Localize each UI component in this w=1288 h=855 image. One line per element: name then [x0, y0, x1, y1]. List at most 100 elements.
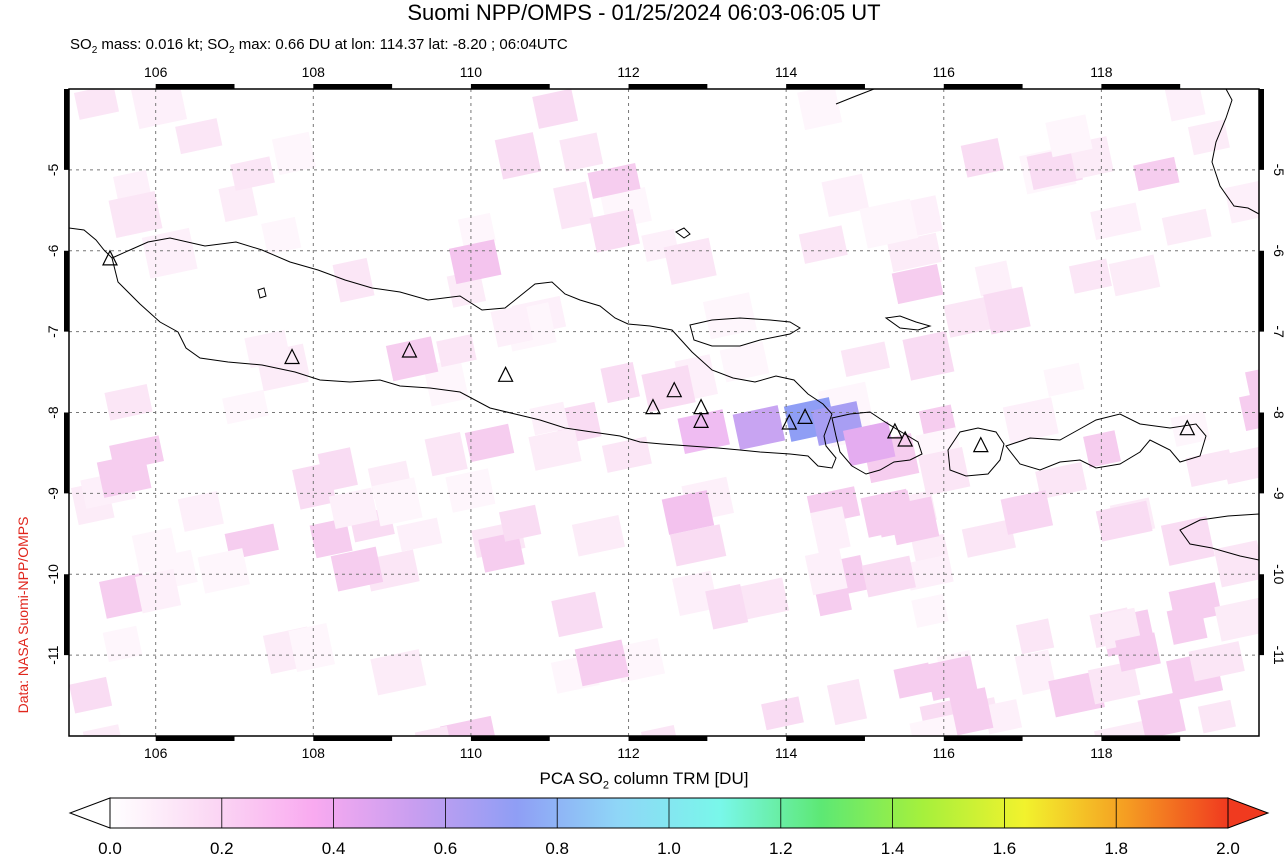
lon-tick-label-top: 110 — [460, 64, 483, 80]
so2-pixel — [1002, 397, 1059, 444]
so2-pixel — [1114, 632, 1161, 672]
so2-pixel — [904, 554, 954, 591]
so2-pixel — [414, 725, 453, 736]
colorbar-title: PCA SO2 column TRM [DU] — [0, 769, 1288, 791]
coastline-sumba — [1179, 513, 1259, 561]
colorbar-right-arrow — [1227, 797, 1270, 829]
so2-pixel — [677, 409, 730, 454]
volcano-marker — [693, 412, 710, 428]
graticule — [69, 89, 1259, 736]
volcano-marker — [497, 365, 514, 382]
lon-tick-label-top: 108 — [302, 64, 326, 80]
so2-pixel — [810, 506, 851, 554]
so2-pixel — [732, 577, 790, 622]
volcano-marker — [1179, 419, 1196, 436]
so2-pixel — [396, 517, 443, 552]
so2-pixel — [961, 519, 1016, 558]
lat-tick-label-left: -7 — [45, 325, 61, 338]
so2-pixel — [948, 687, 994, 736]
subtitle-sub: 2 — [91, 45, 98, 56]
so2-pixel — [108, 190, 163, 238]
so2-pixel — [1238, 389, 1259, 432]
so2-pixel — [1015, 618, 1055, 655]
so2-pixel — [798, 225, 848, 264]
so2-pixel — [797, 89, 843, 131]
coastline-borneo — [835, 89, 875, 105]
colorbar-ticks: 0.0 0.2 0.4 0.6 0.8 1.0 1.2 1.4 1.6 1.8 2.0 — [98, 798, 1240, 855]
lat-tick-label-right: -6 — [1271, 245, 1287, 258]
so2-pixel — [370, 649, 427, 696]
frame-bar — [155, 84, 235, 89]
frame-bar — [628, 736, 708, 741]
so2-pixel — [1095, 500, 1153, 542]
so2-pixel — [448, 239, 502, 285]
so2-pixel — [861, 555, 917, 598]
subtitle-sub2: 2 — [228, 45, 235, 56]
frame-bar — [64, 412, 69, 494]
so2-pixel — [292, 462, 337, 510]
so2-pixel — [1035, 461, 1087, 500]
so2-pixel — [1068, 258, 1112, 294]
so2-pixel — [732, 405, 786, 450]
lat-tick-label-right: -8 — [1271, 406, 1287, 419]
so2-pixel — [1014, 649, 1057, 696]
so2-pixel — [73, 89, 120, 120]
so2-pixel — [445, 468, 496, 513]
lat-tick-label-right: -5 — [1271, 164, 1287, 177]
lon-tick-label-bottom: 118 — [1090, 745, 1113, 761]
coastline-bali — [831, 411, 923, 475]
so2-pixel — [102, 625, 143, 663]
frame-bar — [786, 736, 865, 741]
lat-tick-label-right: -10 — [1271, 564, 1287, 584]
so2-pixel — [1221, 445, 1259, 485]
colorbar-tick-label: 0.2 — [210, 839, 234, 855]
colorbar-title-sub: 2 — [602, 779, 609, 792]
so2-pixel — [1026, 146, 1083, 190]
lon-tick-label-top: 114 — [775, 64, 798, 80]
so2-pixel — [1214, 597, 1259, 642]
lat-labels: -5 -5 -6 -6 -7 -7 -8 -8 -9 -9 -10 -10 -11 -11 — [45, 163, 1287, 664]
subtitle-mid: mass: 0.016 kt; SO — [97, 36, 229, 53]
frame-bar — [1259, 412, 1264, 494]
colorbar-left-arrow — [68, 797, 111, 829]
so2-pixel — [532, 89, 579, 129]
colorbar-tick-label: 0.4 — [322, 839, 346, 855]
so2-pixel — [641, 364, 696, 412]
lon-tick-label-top: 112 — [617, 64, 640, 80]
so2-pixel — [1137, 691, 1186, 736]
colorbar-tick-label: 1.4 — [881, 839, 905, 855]
coastline-borneo-east — [1211, 89, 1259, 215]
lat-tick-label-left: -5 — [45, 163, 61, 176]
so2-pixel — [983, 699, 1023, 735]
so2-pixel — [371, 477, 423, 527]
frame-bar — [1259, 89, 1264, 170]
frame-bar — [313, 84, 393, 89]
so2-pixel — [1164, 89, 1206, 122]
so2-pixel — [439, 715, 499, 736]
so2-pixel — [230, 156, 275, 191]
frame-bars — [64, 84, 1264, 741]
so2-pixel — [528, 427, 582, 471]
so2-pixel — [328, 487, 379, 529]
lon-tick-label-top: 106 — [144, 64, 168, 80]
lat-tick-label-right: -11 — [1271, 646, 1287, 665]
frame-bar — [313, 736, 393, 741]
so2-pixel — [1000, 490, 1054, 535]
frame-bar — [1101, 84, 1181, 89]
so2-pixel — [601, 436, 652, 473]
volcano-marker — [644, 398, 661, 415]
coastlines — [69, 89, 1259, 561]
so2-pixel — [1094, 720, 1152, 736]
so2-pixel — [960, 138, 1005, 178]
so2-pixel — [134, 568, 182, 614]
so2-pixel — [436, 334, 477, 368]
so2-pixel — [891, 264, 944, 305]
so2-pixel — [222, 389, 269, 425]
so2-pixel — [69, 676, 113, 714]
colorbar-title-prefix: PCA SO — [539, 769, 603, 788]
so2-pixel — [887, 232, 942, 273]
so2-pixel — [332, 257, 375, 303]
so2-pixel — [1197, 699, 1236, 734]
frame-bar — [470, 736, 550, 741]
so2-pixel — [1170, 410, 1211, 447]
